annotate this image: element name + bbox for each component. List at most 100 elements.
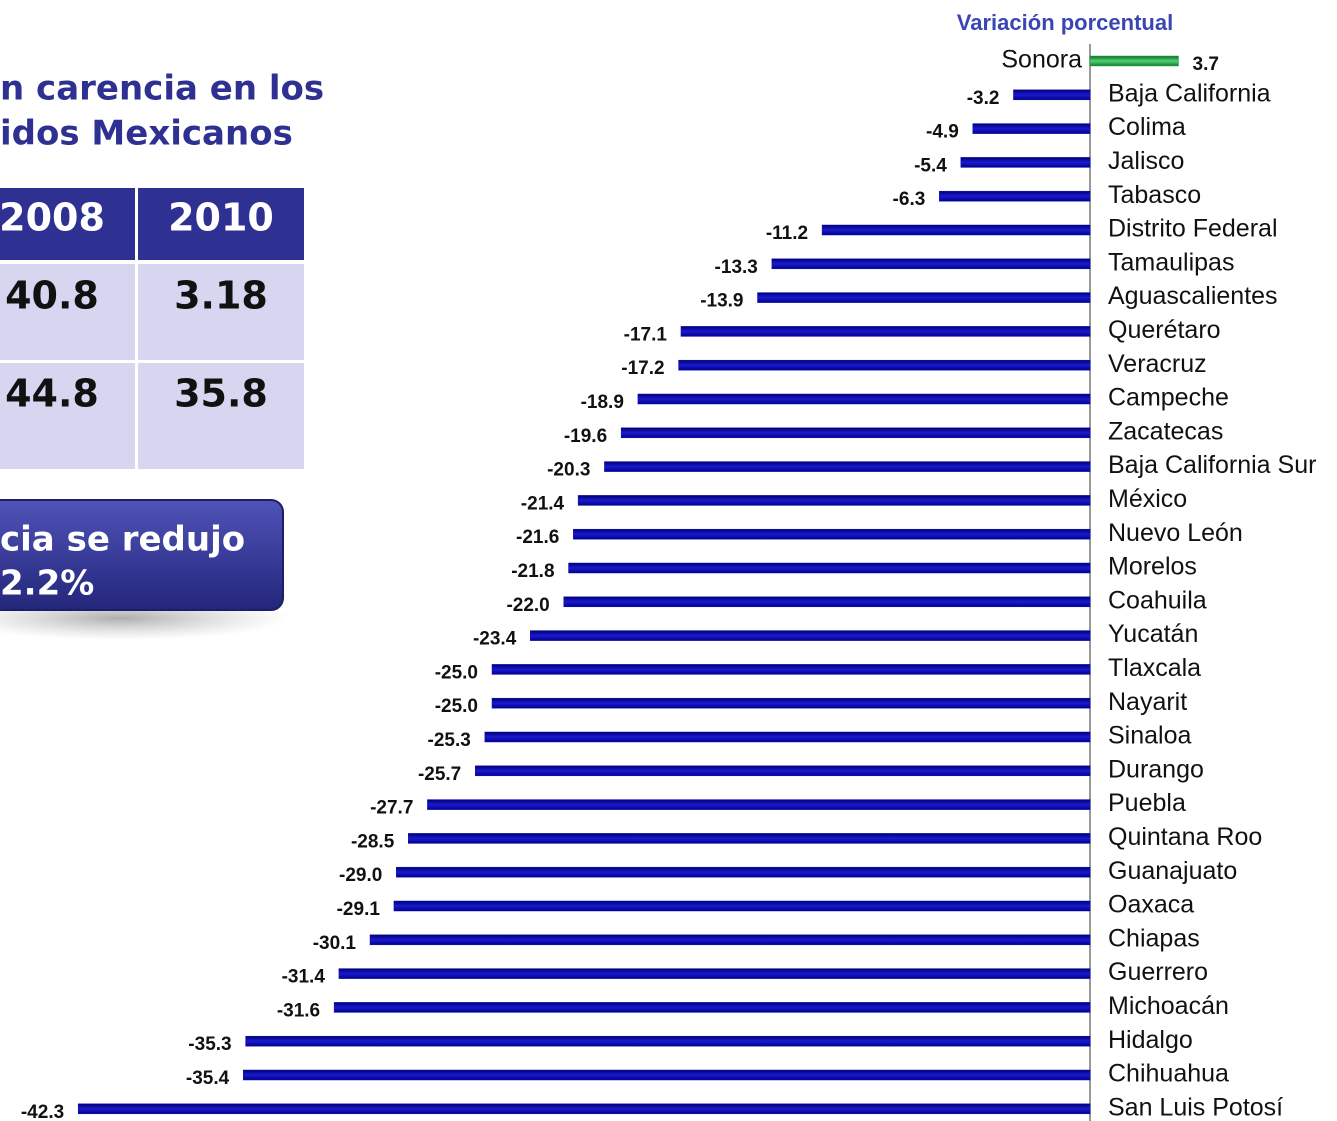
value-label: -5.4 — [914, 155, 947, 176]
bar — [530, 630, 1091, 641]
category-label: Morelos — [1108, 553, 1197, 581]
category-label: Puebla — [1108, 789, 1186, 817]
table-cell — [0, 363, 135, 469]
value-label: -27.7 — [370, 798, 413, 819]
bar — [396, 866, 1091, 878]
value-label: -29.1 — [337, 899, 381, 920]
callout-text: cia se redujo — [0, 520, 245, 560]
table-header-cell — [0, 188, 135, 260]
category-label: Guerrero — [1108, 958, 1208, 986]
value-label: -25.3 — [428, 730, 471, 751]
value-label: -28.5 — [351, 831, 395, 852]
category-label: Colima — [1108, 113, 1186, 141]
category-label: Querétaro — [1108, 316, 1221, 344]
category-label: Nayarit — [1108, 688, 1187, 716]
bar — [242, 1069, 1091, 1081]
value-label: -35.4 — [186, 1068, 230, 1089]
bar — [484, 731, 1091, 743]
bar — [604, 461, 1091, 472]
bar — [972, 123, 1091, 134]
bar — [637, 393, 1091, 405]
value-label: -25.0 — [435, 696, 478, 717]
value-label: -13.9 — [700, 291, 743, 312]
bar — [757, 292, 1091, 303]
category-label: Veracruz — [1108, 350, 1207, 378]
category-label: Zacatecas — [1108, 417, 1223, 445]
value-label: -21.6 — [516, 527, 559, 548]
bar — [338, 968, 1091, 979]
value-label: -20.3 — [547, 460, 590, 481]
value-label: -19.6 — [564, 426, 607, 447]
bar — [491, 697, 1091, 709]
value-label: -21.8 — [511, 561, 554, 582]
value-label: 3.7 — [1193, 54, 1219, 75]
bar — [577, 495, 1091, 506]
category-label: Durango — [1108, 755, 1204, 783]
bar — [475, 765, 1091, 777]
category-label: Nuevo León — [1108, 519, 1243, 547]
table-cell — [0, 264, 135, 360]
category-label: Michoacán — [1108, 992, 1229, 1020]
bar — [77, 1103, 1091, 1115]
table-cell-text: 35.8 — [174, 372, 268, 416]
bar — [369, 934, 1091, 946]
value-label: -13.3 — [715, 257, 758, 278]
value-label: -29.0 — [339, 865, 382, 886]
table-cell-text: 40.8 — [5, 274, 99, 318]
value-label: -18.9 — [581, 392, 624, 413]
category-label: Yucatán — [1108, 620, 1198, 648]
category-label: Quintana Roo — [1108, 823, 1262, 851]
value-label: -31.4 — [282, 967, 326, 988]
bar — [393, 900, 1091, 912]
table-cell-text: 44.8 — [5, 372, 99, 416]
bar — [568, 562, 1091, 574]
bar — [1089, 55, 1179, 67]
category-label: Distrito Federal — [1108, 215, 1278, 243]
table-header: 2008 — [0, 196, 105, 240]
bar — [408, 833, 1091, 844]
value-label: -17.2 — [621, 358, 664, 379]
value-label: -23.4 — [473, 629, 517, 650]
subtitle: idos Mexicanos — [0, 114, 293, 154]
value-label: -25.7 — [418, 764, 461, 785]
category-label: Hidalgo — [1108, 1026, 1193, 1054]
value-label: -11.2 — [766, 223, 808, 244]
category-label: Aguascalientes — [1108, 282, 1278, 310]
table-header: 2010 — [168, 196, 274, 240]
bar — [491, 664, 1091, 675]
value-label: -25.0 — [435, 662, 478, 683]
value-label: -30.1 — [313, 933, 357, 954]
bar — [960, 157, 1091, 168]
category-label: Campeche — [1108, 384, 1229, 412]
table-cell — [138, 363, 304, 469]
value-label: -3.2 — [967, 88, 1000, 109]
subtitle: n carencia en los — [0, 69, 324, 109]
bar — [620, 427, 1091, 439]
bar — [939, 190, 1091, 202]
value-label: -17.1 — [624, 324, 668, 345]
table-header-cell — [138, 188, 304, 260]
value-label: -35.3 — [188, 1034, 231, 1055]
value-label: -42.3 — [21, 1102, 64, 1121]
chart-title: Variación porcentual — [957, 10, 1173, 35]
category-label: México — [1108, 485, 1187, 513]
callout-text: 2.2% — [0, 564, 94, 604]
value-label: -4.9 — [926, 122, 959, 143]
bar — [333, 1002, 1091, 1013]
bar — [427, 799, 1091, 810]
category-label: Tamaulipas — [1108, 248, 1234, 276]
category-label: Oaxaca — [1108, 891, 1194, 919]
category-label: Sinaloa — [1108, 722, 1191, 750]
table-cell — [138, 264, 304, 360]
callout-box — [0, 499, 284, 611]
bar — [573, 528, 1091, 540]
table-cell-text: 3.18 — [174, 274, 268, 318]
bar — [1013, 89, 1091, 101]
value-label: -31.6 — [277, 1000, 320, 1021]
category-label: Chihuahua — [1108, 1060, 1229, 1088]
value-label: -21.4 — [521, 493, 565, 514]
category-label: Sonora — [1001, 46, 1082, 74]
category-label: Coahuila — [1108, 586, 1207, 614]
bar — [680, 326, 1091, 337]
